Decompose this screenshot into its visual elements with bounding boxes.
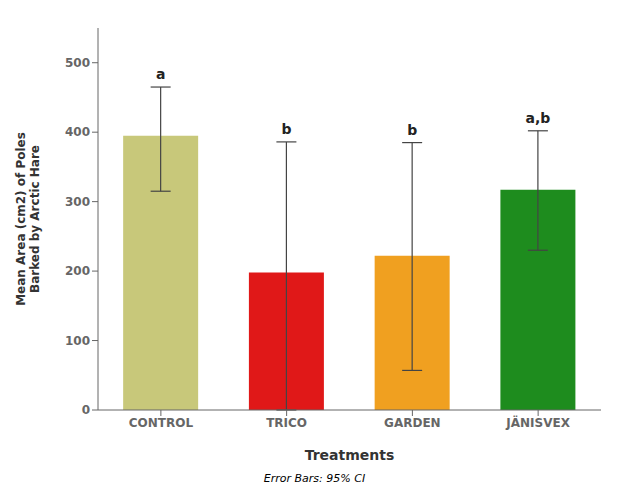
svg-text:b: b	[407, 122, 417, 138]
svg-text:Mean Area (cm2) of PolesBarked: Mean Area (cm2) of PolesBarked by Arctic…	[14, 132, 42, 306]
svg-text:GARDEN: GARDEN	[384, 416, 441, 430]
svg-text:Treatments: Treatments	[305, 447, 395, 463]
svg-text:CONTROL: CONTROL	[129, 416, 194, 430]
svg-text:TRICO: TRICO	[266, 416, 307, 430]
html-text:Error Bars: 95% CI: Error Bars: 95% CI	[263, 472, 366, 485]
svg-text:200: 200	[65, 264, 90, 278]
svg-text:100: 100	[65, 334, 90, 348]
svg-text:a,b: a,b	[526, 110, 551, 126]
svg-text:JÄNISVEX: JÄNISVEX	[505, 415, 570, 430]
svg-text:b: b	[281, 121, 291, 137]
svg-text:300: 300	[65, 195, 90, 209]
svg-text:0: 0	[82, 403, 90, 417]
svg-text:400: 400	[65, 125, 90, 139]
svg-text:a: a	[156, 66, 165, 82]
svg-text:500: 500	[65, 56, 90, 70]
